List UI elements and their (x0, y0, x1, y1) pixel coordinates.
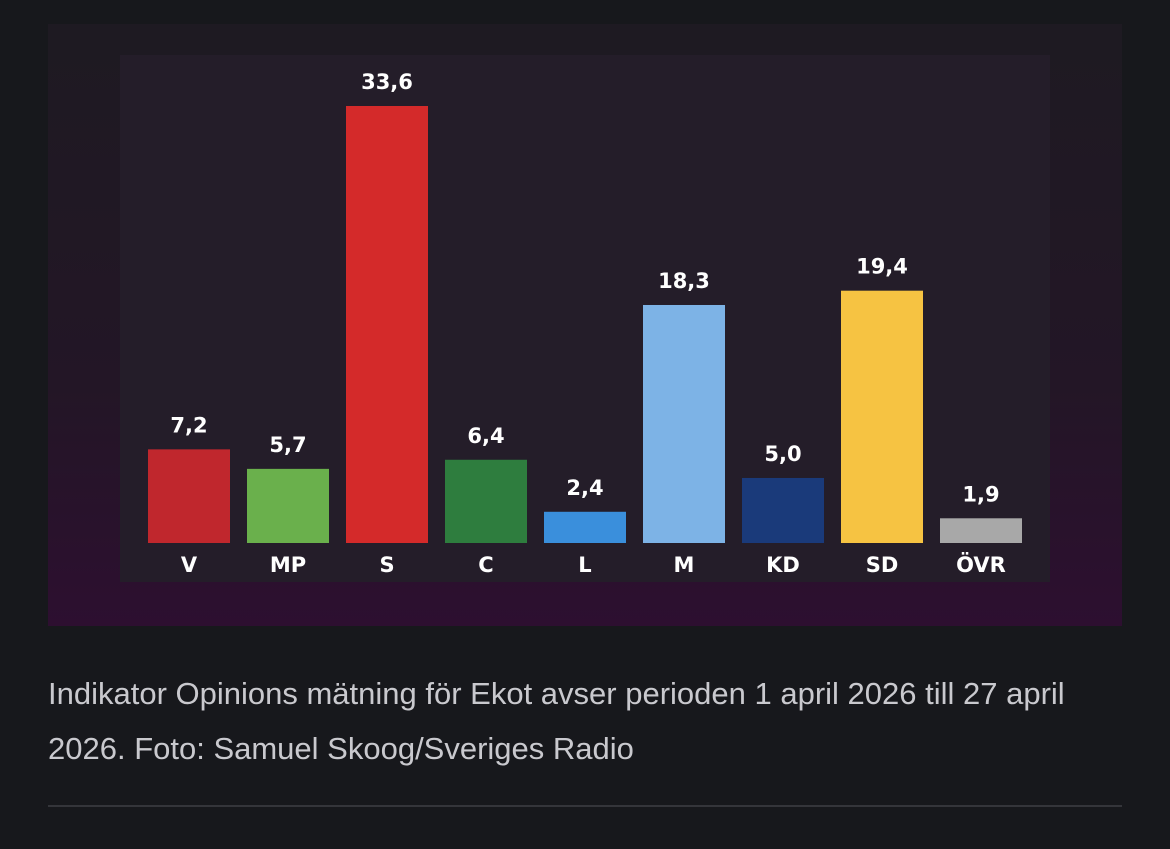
bar (247, 468, 329, 543)
value-label: 33,6 (361, 70, 413, 94)
x-tick-label: KD (766, 553, 800, 577)
value-label: 6,4 (467, 424, 504, 448)
x-tick-label: C (478, 553, 493, 577)
x-tick-label: MP (270, 553, 306, 577)
bar (742, 477, 824, 543)
value-label: 1,9 (962, 482, 999, 506)
chart: 7,2 V 5,7 MP 33,6 S 6,4 C 2,4 L 18,3 M 5,0 KD 19,4 SD 1,… (120, 55, 1050, 582)
value-label: 5,0 (764, 442, 801, 466)
x-tick-label: V (181, 553, 198, 577)
value-label: 2,4 (566, 476, 603, 500)
x-tick-label: M (674, 553, 695, 577)
bar (346, 106, 428, 543)
bar (445, 459, 527, 543)
bar (841, 290, 923, 543)
x-tick-label: ÖVR (956, 552, 1006, 577)
bar (940, 518, 1022, 543)
bar (148, 449, 230, 543)
x-tick-label: S (379, 553, 394, 577)
caption: Indikator Opinions mätning för Ekot avse… (48, 676, 1065, 766)
bar (544, 511, 626, 543)
value-label: 18,3 (658, 269, 710, 293)
value-label: 7,2 (170, 413, 207, 437)
value-label: 19,4 (856, 255, 908, 279)
chart-image: 7,2 V 5,7 MP 33,6 S 6,4 C 2,4 L 18,3 M 5,0 KD 19,4 SD 1,… (48, 24, 1122, 626)
x-tick-label: SD (866, 553, 899, 577)
value-label: 5,7 (269, 433, 306, 457)
bar (643, 304, 725, 543)
divider (48, 805, 1122, 807)
x-tick-label: L (578, 553, 591, 577)
